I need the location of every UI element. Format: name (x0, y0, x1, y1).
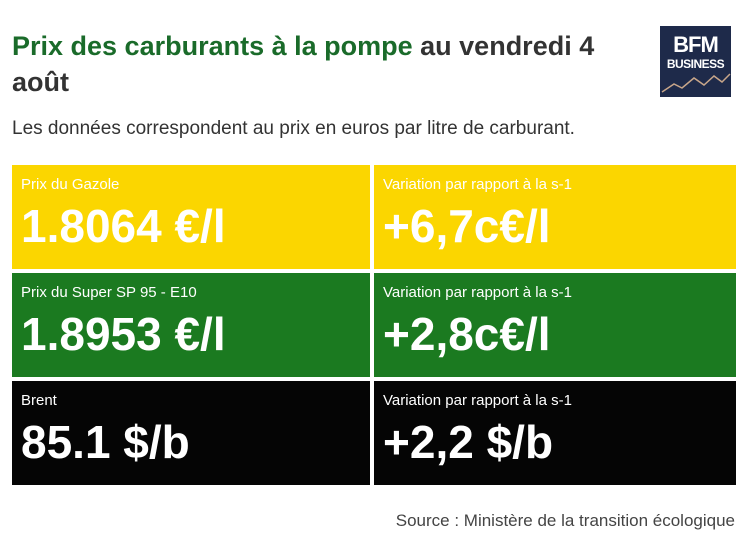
brent-variation-label: Variation par rapport à la s-1 (383, 392, 572, 409)
sp95-label: Prix du Super SP 95 - E10 (21, 284, 197, 301)
chart-line-icon (661, 73, 731, 93)
sp95-variation-label: Variation par rapport à la s-1 (383, 284, 572, 301)
sp95-variation-cell: Variation par rapport à la s-1 +2,8c€/l (374, 273, 736, 377)
gazole-variation-label: Variation par rapport à la s-1 (383, 176, 572, 193)
subtitle: Les données correspondent au prix en eur… (12, 118, 575, 139)
sp95-value: 1.8953 €/l (21, 308, 226, 360)
gazole-variation-value: +6,7c€/l (383, 200, 551, 252)
title-rest: au vendredi 4 août (12, 31, 595, 97)
gazole-value: 1.8064 €/l (21, 200, 226, 252)
sp95-variation-value: +2,8c€/l (383, 308, 551, 360)
row-brent: Brent 85.1 $/b Variation par rapport à l… (12, 381, 736, 485)
bfm-business-logo: BFM BUSINESS (660, 26, 731, 97)
gazole-price-cell: Prix du Gazole 1.8064 €/l (12, 165, 370, 269)
source-note: Source : Ministère de la transition écol… (395, 511, 735, 530)
row-gazole: Prix du Gazole 1.8064 €/l Variation par … (12, 165, 736, 269)
brent-price-cell: Brent 85.1 $/b (12, 381, 370, 485)
row-sp95: Prix du Super SP 95 - E10 1.8953 €/l Var… (12, 273, 736, 377)
brent-variation-value: +2,2 $/b (383, 416, 554, 468)
title-highlight: Prix des carburants à la pompe (12, 31, 413, 61)
gazole-variation-cell: Variation par rapport à la s-1 +6,7c€/l (374, 165, 736, 269)
sp95-price-cell: Prix du Super SP 95 - E10 1.8953 €/l (12, 273, 370, 377)
brent-variation-cell: Variation par rapport à la s-1 +2,2 $/b (374, 381, 736, 485)
brent-label: Brent (21, 392, 57, 409)
gazole-label: Prix du Gazole (21, 176, 120, 193)
brent-value: 85.1 $/b (21, 416, 190, 468)
price-table: Prix du Gazole 1.8064 €/l Variation par … (12, 165, 736, 489)
page-title: Prix des carburants à la pompe au vendre… (12, 28, 632, 100)
logo-line1: BFM (673, 32, 719, 57)
logo-line2: BUSINESS (666, 57, 725, 71)
